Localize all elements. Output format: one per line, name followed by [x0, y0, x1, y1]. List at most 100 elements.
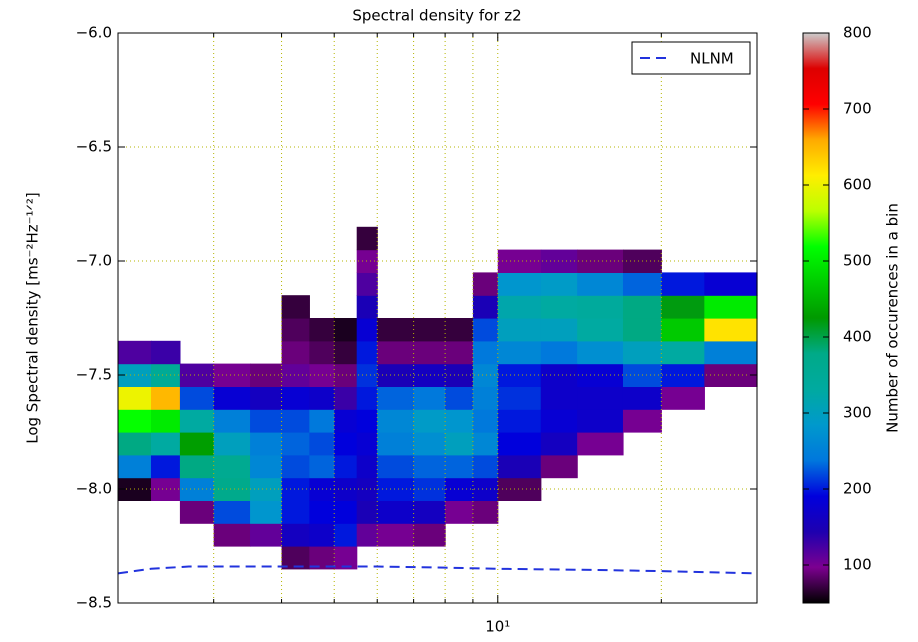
heatmap-cell: [413, 386, 446, 410]
heatmap-cell: [377, 386, 415, 410]
colorbar-tick-label: 600: [843, 176, 872, 194]
heatmap-cell: [334, 409, 358, 433]
legend-label: NLNM: [690, 50, 734, 68]
heatmap-cell: [309, 340, 335, 365]
heatmap-cell: [250, 500, 283, 524]
plot-frame: [117, 32, 758, 604]
heatmap-cell: [334, 477, 358, 501]
heatmap-cell: [445, 386, 474, 410]
heatmap-cell: [661, 340, 705, 365]
heatmap-cell: [497, 386, 542, 410]
heatmap-cell: [356, 363, 378, 387]
heatmap-cell: [377, 477, 415, 501]
heatmap-cell: [472, 477, 499, 501]
colorbar-tick-label: 100: [843, 556, 872, 574]
heatmap-cell: [213, 477, 251, 501]
heatmap-cell: [472, 432, 499, 456]
heatmap-cell: [281, 546, 310, 570]
heatmap-cell: [577, 272, 624, 296]
heatmap-cell: [622, 409, 662, 433]
heatmap-cell: [540, 432, 578, 456]
heatmap-cell: [377, 318, 415, 342]
colorbar-tick-label: 800: [843, 24, 872, 42]
heatmap-cell: [179, 363, 215, 387]
heatmap-cell: [356, 386, 378, 410]
colorbar-tick-label: 400: [843, 328, 872, 346]
y-tick-label: −8.5: [76, 594, 112, 612]
heatmap-cell: [281, 432, 310, 456]
heatmap-cell: [213, 432, 251, 456]
heatmap-cell: [413, 409, 446, 433]
heatmap-cell: [472, 454, 499, 479]
heatmap-cell: [118, 432, 152, 456]
y-tick-label: −6.5: [76, 138, 112, 156]
heatmap-cell: [281, 500, 310, 524]
heatmap-cell: [150, 477, 181, 501]
heatmap-cell: [497, 340, 542, 365]
heatmap-cell: [179, 477, 215, 501]
heatmap-cell: [540, 272, 578, 296]
heatmap-cell: [540, 318, 578, 342]
heatmap-cell: [622, 386, 662, 410]
heatmap-cell: [334, 546, 358, 570]
heatmap-cell: [281, 386, 310, 410]
heatmap-cell: [497, 363, 542, 387]
heatmap-cell: [213, 363, 251, 387]
heatmap-cell: [309, 432, 335, 456]
colorbar-tick-label: 200: [843, 480, 872, 498]
heatmap-cell: [150, 340, 181, 365]
heatmap-cell: [309, 409, 335, 433]
heatmap-cell: [497, 318, 542, 342]
y-tick-label: −8.0: [76, 480, 112, 498]
heatmap-cell: [577, 363, 624, 387]
heatmap-cell: [377, 409, 415, 433]
heatmap-cell: [661, 272, 705, 296]
heatmap-cell: [150, 432, 181, 456]
heatmap-cell: [377, 454, 415, 479]
heatmap-cell: [622, 318, 662, 342]
heatmap-cell: [445, 500, 474, 524]
heatmap-cell: [661, 386, 705, 410]
heatmap-cell: [179, 432, 215, 456]
heatmap-cell: [356, 295, 378, 319]
heatmap: [118, 226, 758, 570]
heatmap-cell: [150, 363, 181, 387]
heatmap-cell: [309, 546, 335, 570]
colorbar-tick-label: 700: [843, 100, 872, 118]
heatmap-cell: [704, 295, 758, 319]
heatmap-cell: [413, 432, 446, 456]
heatmap-cell: [334, 523, 358, 547]
heatmap-cell: [577, 432, 624, 456]
heatmap-cell: [213, 500, 251, 524]
heatmap-cell: [356, 318, 378, 342]
heatmap-cell: [281, 409, 310, 433]
heatmap-cell: [356, 249, 378, 273]
heatmap-cell: [377, 523, 415, 547]
heatmap-cell: [213, 454, 251, 479]
heatmap-cell: [497, 409, 542, 433]
heatmap-cell: [356, 409, 378, 433]
heatmap-cell: [309, 386, 335, 410]
heatmap-cell: [413, 523, 446, 547]
chart-title: Spectral density for z2: [352, 7, 521, 25]
heatmap-cell: [413, 318, 446, 342]
heatmap-cell: [497, 272, 542, 296]
heatmap-cell: [334, 340, 358, 365]
heatmap-cell: [334, 500, 358, 524]
heatmap-cell: [213, 386, 251, 410]
heatmap-cell: [497, 249, 542, 273]
heatmap-cell: [281, 340, 310, 365]
heatmap-cell: [356, 226, 378, 251]
y-tick-label: −6.0: [76, 24, 112, 42]
heatmap-cell: [281, 295, 310, 319]
heatmap-cell: [472, 340, 499, 365]
heatmap-cell: [661, 318, 705, 342]
heatmap-cell: [250, 409, 283, 433]
heatmap-cell: [150, 409, 181, 433]
heatmap-cell: [250, 432, 283, 456]
heatmap-cell: [622, 340, 662, 365]
heatmap-cell: [472, 386, 499, 410]
heatmap-cell: [413, 454, 446, 479]
heatmap-cell: [213, 409, 251, 433]
heatmap-cell: [356, 500, 378, 524]
